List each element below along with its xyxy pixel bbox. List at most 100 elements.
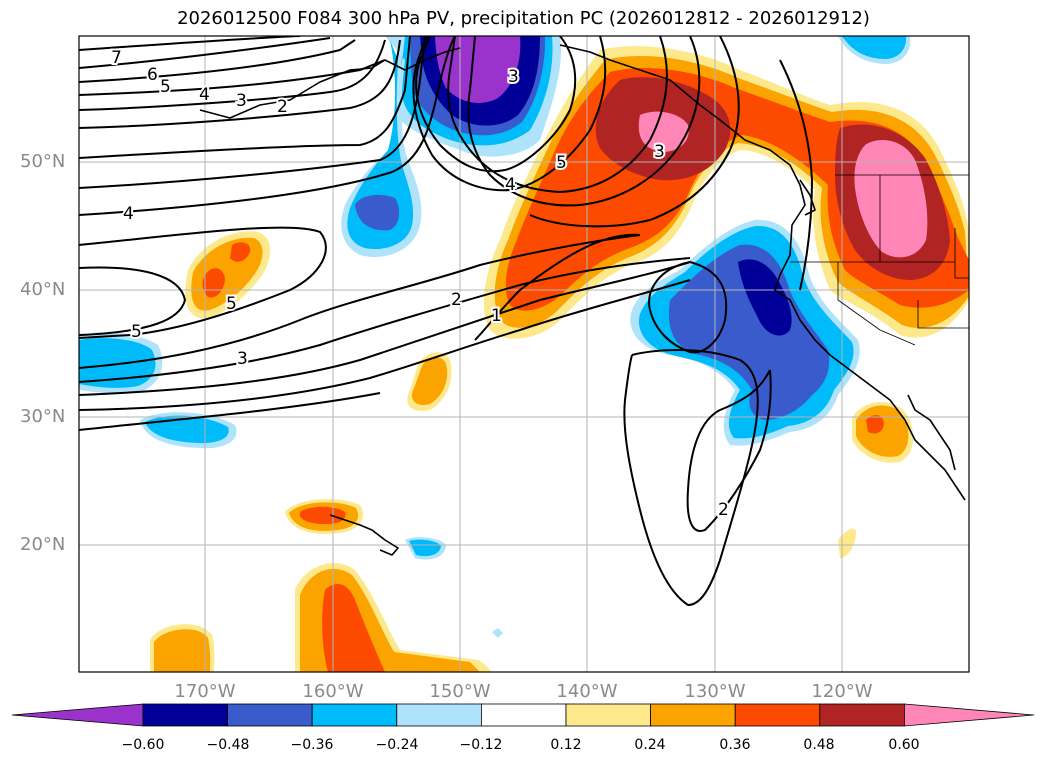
negative-precip-area <box>355 194 400 231</box>
colorbar-tick-label: −0.36 <box>290 737 334 753</box>
colorbar-tick-label: 0.12 <box>550 737 582 753</box>
positive-precip-area <box>411 357 448 406</box>
positive-precip-area <box>230 242 251 262</box>
pv-contour-label: 5 <box>131 322 142 342</box>
pv-contour-label: 4 <box>123 204 134 224</box>
colorbar-tick-label: 0.36 <box>719 737 751 753</box>
colorbar-tick-label: −0.48 <box>206 737 250 753</box>
pv-contour <box>79 392 381 431</box>
pv-contour <box>447 36 668 194</box>
pv-contour <box>686 369 772 532</box>
pv-contour-label: 3 <box>236 91 247 111</box>
pv-contour-label: 4 <box>505 175 516 195</box>
negative-precip-area <box>668 244 830 420</box>
lon-label: 120°W <box>811 681 873 702</box>
colorbar-segment <box>734 703 821 727</box>
colorbar <box>11 703 1035 727</box>
pv-contour-label: 5 <box>226 294 237 314</box>
pv-contour-label: 2 <box>277 97 288 117</box>
pv-contour-label: 2 <box>451 290 462 310</box>
colorbar-tick-label: 0.48 <box>803 737 835 753</box>
positive-precip-area <box>838 528 856 558</box>
negative-precip-area <box>842 36 907 59</box>
lat-label: 30°N <box>20 406 66 427</box>
lon-label: 130°W <box>684 681 746 702</box>
pv-contour <box>412 36 607 192</box>
pv-contour-label: 4 <box>199 85 210 105</box>
pv-contour <box>79 266 187 336</box>
colorbar-tick-label: −0.12 <box>459 737 503 753</box>
colorbar-tick-label: 0.60 <box>888 737 920 753</box>
lat-label: 20°N <box>20 534 66 555</box>
colorbar-tick-label: −0.24 <box>375 737 419 753</box>
pv-contour-label: 5 <box>160 77 171 97</box>
pv-contour <box>415 36 577 173</box>
map-frame <box>78 35 970 673</box>
colorbar-extend-min <box>11 703 144 727</box>
colorbar-tick-label: 0.24 <box>634 737 666 753</box>
pv-contour-label: 6 <box>147 65 158 85</box>
pv-contour-label: 3 <box>237 349 248 369</box>
positive-precip-area <box>322 584 385 672</box>
positive-precip-area <box>299 506 346 525</box>
pv-contour <box>79 36 456 216</box>
pv-contour-label: 7 <box>111 48 122 68</box>
colorbar-segment <box>227 703 313 727</box>
negative-precip-area <box>409 539 441 557</box>
positive-precip-area <box>854 140 928 258</box>
colorbar-segment <box>480 703 567 727</box>
colorbar-segment <box>396 703 482 727</box>
negative-precip-area <box>145 415 229 444</box>
pv-contour-label: 3 <box>654 142 665 162</box>
colorbar-segment <box>650 703 736 727</box>
pv-contour <box>79 39 401 129</box>
pv-contour <box>79 39 356 83</box>
colorbar-segment <box>565 703 651 727</box>
lon-label: 150°W <box>429 681 491 702</box>
negative-precip-area <box>738 259 792 336</box>
colorbar-segment <box>142 703 228 727</box>
positive-precip-area <box>638 111 689 152</box>
lat-label: 40°N <box>20 279 66 300</box>
colorbar-segment <box>311 703 398 727</box>
pv-contour <box>79 59 386 96</box>
pv-contour <box>79 37 331 69</box>
lon-label: 170°W <box>174 681 236 702</box>
colorbar-extend-max <box>904 703 1035 727</box>
negative-precip-area <box>347 40 414 250</box>
pv-contour-labels: 7 6 5 4 3 2 4 5 3 2 1 5 3 3 4 5 2 <box>109 46 731 522</box>
pv-contour <box>779 59 814 291</box>
pv-contour <box>529 36 740 228</box>
pv-contour <box>79 234 641 369</box>
lon-label: 140°W <box>556 681 618 702</box>
pv-contour-label: 2 <box>718 500 729 520</box>
lon-label: 160°W <box>302 681 364 702</box>
pv-contour <box>79 36 426 189</box>
state-borders <box>790 174 969 346</box>
pv-contour-label: 3 <box>508 67 519 87</box>
pv-contour <box>79 261 691 396</box>
pv-contour <box>79 36 301 51</box>
pv-contours <box>79 36 814 607</box>
pv-contour <box>79 279 691 411</box>
pv-contour-label: 5 <box>556 153 567 173</box>
negative-precip-area <box>79 338 156 388</box>
pv-contour-label: 1 <box>491 306 502 326</box>
colorbar-segment <box>819 703 905 727</box>
negative-precip-area <box>435 36 521 103</box>
map-title: 2026012500 F084 300 hPa PV, precipitatio… <box>177 8 870 29</box>
pv-contour <box>467 36 701 207</box>
precip-fill-layer <box>79 36 969 672</box>
pv-contour <box>79 39 386 111</box>
positive-precip-area <box>154 629 211 672</box>
positive-precip-area <box>866 414 884 434</box>
pv-contour <box>79 257 691 383</box>
negative-precip-area <box>492 628 503 638</box>
pv-contour <box>623 349 759 607</box>
lat-label: 50°N <box>20 151 66 172</box>
pv-contour <box>474 233 641 341</box>
pv-contour <box>79 36 411 159</box>
pv-contour <box>648 261 728 354</box>
colorbar-tick-label: −0.60 <box>121 737 165 753</box>
